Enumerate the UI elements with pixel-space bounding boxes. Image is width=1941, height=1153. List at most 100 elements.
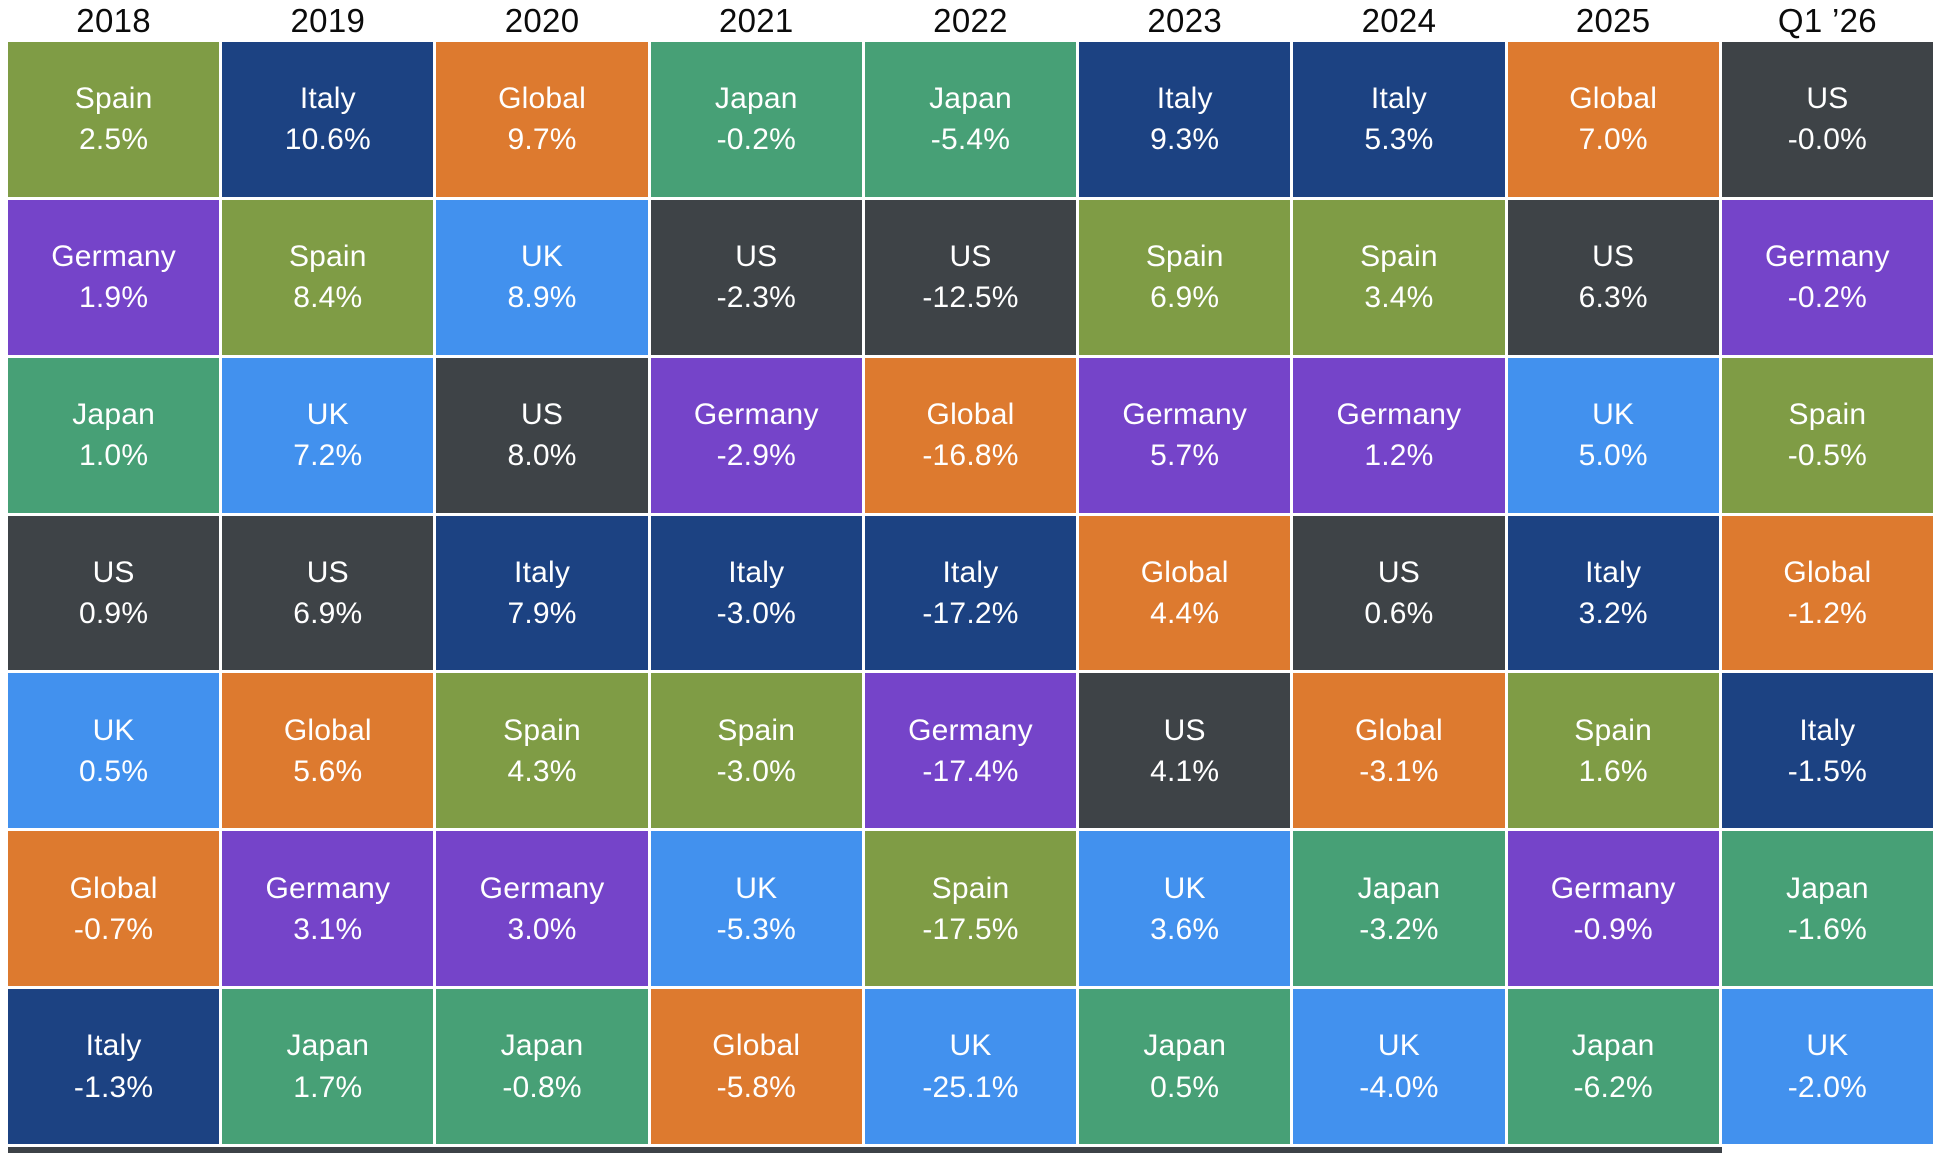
return-cell-value: 8.9% bbox=[507, 281, 577, 315]
return-cell-market-label: Spain bbox=[288, 240, 367, 274]
return-cell-value: -2.3% bbox=[716, 281, 796, 315]
return-cell: Spain -17.5% bbox=[864, 831, 1077, 987]
return-cell-value: 3.2% bbox=[1578, 596, 1648, 630]
cutoff-next-row-strip bbox=[8, 1147, 1722, 1153]
return-cell: Germany -17.4% bbox=[864, 673, 1077, 829]
return-cell: Global -5.8% bbox=[650, 989, 862, 1144]
return-cell-value: 5.7% bbox=[1150, 439, 1220, 473]
return-cell-market-label: Japan bbox=[714, 82, 798, 116]
return-cell-value: -17.2% bbox=[922, 596, 1019, 630]
return-cell: Japan 1.0% bbox=[8, 357, 220, 513]
return-cell-market-label: Global bbox=[926, 398, 1015, 432]
return-cell-market-label: Global bbox=[1354, 713, 1443, 747]
return-cell-value: -5.4% bbox=[930, 123, 1011, 157]
return-cell: Germany 5.7% bbox=[1079, 357, 1291, 513]
return-cell-value: 7.2% bbox=[293, 439, 363, 473]
return-cell-market-label: US bbox=[306, 555, 349, 589]
return-cell-value: 0.9% bbox=[79, 596, 149, 630]
return-cell: Spain 3.4% bbox=[1293, 199, 1505, 355]
return-cell-market-label: US bbox=[1592, 240, 1635, 274]
year-header: 2022 bbox=[933, 2, 1008, 39]
return-cell: Global 9.7% bbox=[436, 42, 648, 197]
return-cell-value: -3.0% bbox=[716, 754, 796, 788]
return-cell-value: 8.0% bbox=[507, 439, 577, 473]
return-cell-value: 7.0% bbox=[1578, 123, 1648, 157]
return-cell-value: -0.2% bbox=[716, 123, 796, 157]
return-cell: US 4.1% bbox=[1079, 673, 1291, 829]
year-header: 2018 bbox=[76, 2, 151, 39]
return-cell-value: 1.2% bbox=[1364, 439, 1434, 473]
return-cell: US -12.5% bbox=[864, 199, 1077, 355]
return-cell-value: -25.1% bbox=[922, 1070, 1019, 1104]
return-cell-value: -0.5% bbox=[1787, 439, 1868, 473]
return-cell-market-label: US bbox=[92, 555, 135, 589]
return-cell-value: 8.4% bbox=[293, 281, 363, 315]
return-cell-market-label: Italy bbox=[942, 555, 999, 589]
return-cell: Global -3.1% bbox=[1293, 673, 1505, 829]
return-cell-value: 4.1% bbox=[1150, 754, 1220, 788]
return-cell: US 0.6% bbox=[1293, 515, 1505, 671]
return-cell: Spain 6.9% bbox=[1079, 199, 1291, 355]
return-cell: Italy 10.6% bbox=[222, 42, 434, 197]
return-cell-market-label: Spain bbox=[1788, 398, 1867, 432]
return-cell-market-label: UK bbox=[306, 398, 349, 432]
return-cell-market-label: Global bbox=[69, 871, 158, 905]
return-cell-market-label: Spain bbox=[1360, 240, 1438, 274]
return-cell-market-label: US bbox=[949, 240, 992, 274]
return-cell-value: -3.1% bbox=[1359, 754, 1439, 788]
return-cell-market-label: US bbox=[521, 398, 564, 432]
return-cell: Italy 3.2% bbox=[1507, 515, 1719, 671]
return-cell-market-label: Global bbox=[498, 82, 586, 116]
return-cell: Italy -1.5% bbox=[1721, 673, 1933, 829]
return-cell-value: -0.2% bbox=[1787, 281, 1868, 315]
return-cell-market-label: Global bbox=[712, 1029, 801, 1063]
return-cell-value: -17.4% bbox=[922, 754, 1019, 788]
return-cell: UK 3.6% bbox=[1079, 831, 1291, 987]
return-cell: US 6.9% bbox=[222, 515, 434, 671]
return-cell: Italy 7.9% bbox=[436, 515, 648, 671]
return-cell: UK 0.5% bbox=[8, 673, 220, 829]
return-cell-value: -5.8% bbox=[716, 1070, 796, 1104]
return-cell: Japan -1.6% bbox=[1721, 831, 1933, 987]
return-cell: Spain 2.5% bbox=[8, 42, 220, 197]
return-cell-value: -5.3% bbox=[716, 912, 796, 946]
return-cell: Global 4.4% bbox=[1079, 515, 1291, 671]
return-cell-market-label: Germany bbox=[908, 713, 1033, 747]
return-cell-market-label: Japan bbox=[929, 82, 1012, 116]
return-cell: Germany -2.9% bbox=[650, 357, 862, 513]
return-cell: Global 5.6% bbox=[222, 673, 434, 829]
return-cell: UK 5.0% bbox=[1507, 357, 1719, 513]
return-cell-value: -2.9% bbox=[716, 439, 796, 473]
return-cell-value: 5.6% bbox=[293, 754, 363, 788]
return-cell: UK -4.0% bbox=[1293, 989, 1505, 1144]
return-cell-market-label: UK bbox=[949, 1029, 992, 1063]
return-cell-market-label: Italy bbox=[1156, 82, 1213, 116]
return-cell-value: 3.0% bbox=[507, 912, 577, 946]
return-cell-value: 2.5% bbox=[79, 123, 149, 157]
return-cell: Germany -0.2% bbox=[1721, 199, 1933, 355]
return-cell: UK -5.3% bbox=[650, 831, 862, 987]
return-cell: Japan 1.7% bbox=[222, 989, 434, 1144]
return-cell: Global -16.8% bbox=[864, 357, 1077, 513]
return-cell: UK 7.2% bbox=[222, 357, 434, 513]
year-header: Q1 ’26 bbox=[1777, 2, 1877, 39]
return-cell-market-label: UK bbox=[1377, 1029, 1420, 1063]
return-cell-market-label: US bbox=[1377, 555, 1420, 589]
return-cell-value: -0.7% bbox=[73, 912, 154, 946]
return-cell-market-label: Japan bbox=[1357, 871, 1441, 905]
return-cell-value: -16.8% bbox=[922, 439, 1019, 473]
return-cell-market-label: UK bbox=[92, 713, 135, 747]
return-cell-market-label: Italy bbox=[1370, 82, 1427, 116]
return-cell-value: 1.0% bbox=[79, 439, 149, 473]
return-cell-value: 5.0% bbox=[1578, 439, 1648, 473]
return-cell-value: 6.9% bbox=[293, 596, 363, 630]
return-cell-market-label: Japan bbox=[72, 398, 155, 432]
return-cell-market-label: Japan bbox=[1571, 1029, 1655, 1063]
return-cell-value: 5.3% bbox=[1364, 123, 1434, 157]
return-cell-market-label: Italy bbox=[1799, 713, 1856, 747]
return-cell-value: 1.9% bbox=[79, 281, 149, 315]
return-cell: US 6.3% bbox=[1507, 199, 1719, 355]
return-cell: Italy 9.3% bbox=[1079, 42, 1291, 197]
return-cell: Global 7.0% bbox=[1507, 42, 1719, 197]
return-cell-market-label: Spain bbox=[1145, 240, 1224, 274]
